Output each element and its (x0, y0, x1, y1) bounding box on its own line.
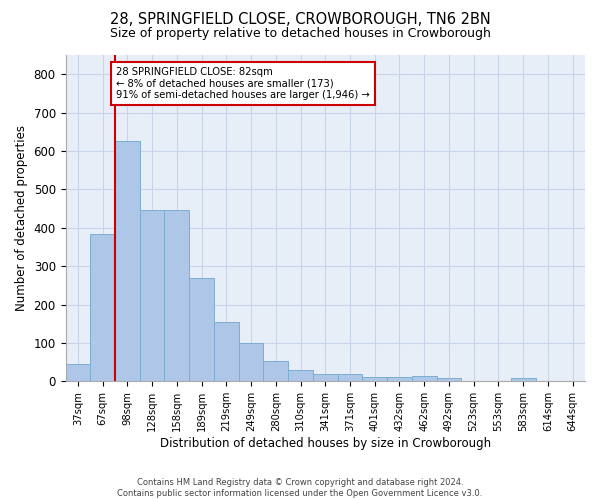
Text: Contains HM Land Registry data © Crown copyright and database right 2024.
Contai: Contains HM Land Registry data © Crown c… (118, 478, 482, 498)
Text: 28 SPRINGFIELD CLOSE: 82sqm
← 8% of detached houses are smaller (173)
91% of sem: 28 SPRINGFIELD CLOSE: 82sqm ← 8% of deta… (116, 66, 370, 100)
Bar (239, 343, 263, 382)
X-axis label: Distribution of detached houses by size in Crowborough: Distribution of detached houses by size … (160, 437, 491, 450)
Bar (412, 376, 437, 382)
Bar (90, 234, 115, 382)
Bar (288, 370, 313, 382)
Bar (437, 378, 461, 382)
Bar (387, 376, 412, 382)
Bar (214, 322, 239, 382)
Bar (362, 376, 387, 382)
Bar (115, 142, 140, 382)
Bar (338, 374, 362, 382)
Bar (65, 364, 90, 382)
Bar (263, 362, 288, 382)
Y-axis label: Number of detached properties: Number of detached properties (15, 125, 28, 311)
Bar (164, 210, 189, 382)
Bar (189, 278, 214, 382)
Bar (313, 374, 338, 382)
Text: 28, SPRINGFIELD CLOSE, CROWBOROUGH, TN6 2BN: 28, SPRINGFIELD CLOSE, CROWBOROUGH, TN6 … (110, 12, 490, 28)
Bar (511, 378, 536, 382)
Text: Size of property relative to detached houses in Crowborough: Size of property relative to detached ho… (110, 28, 490, 40)
Bar (140, 210, 164, 382)
